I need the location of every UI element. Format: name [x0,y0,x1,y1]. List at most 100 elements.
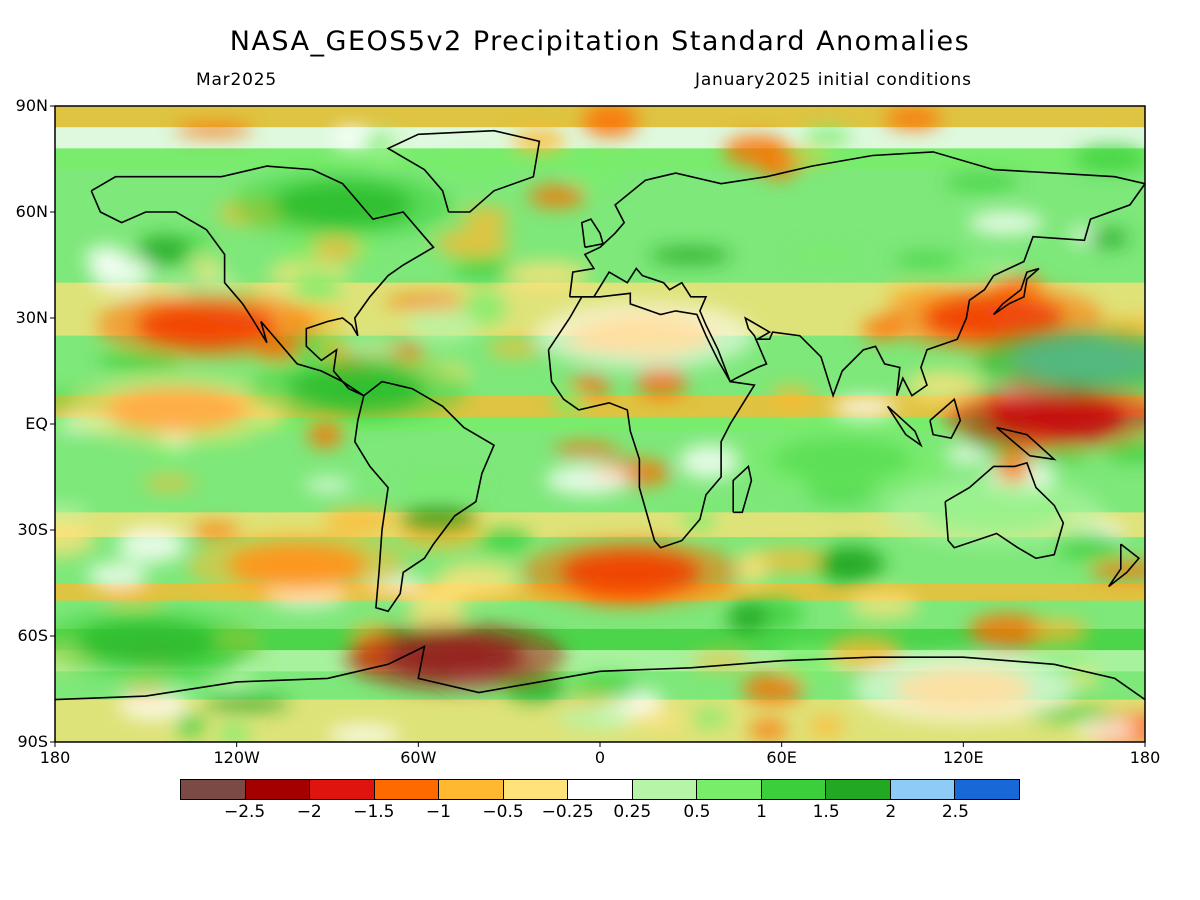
anomaly-cell [332,125,371,150]
colorbar-label: 2 [885,802,897,822]
anomaly-cell [575,675,639,698]
hudson-bay-wet-halo [232,170,453,239]
south-atlantic-dry-halo [520,538,741,607]
anomaly-cell [803,126,852,147]
lat-label: 30N [15,308,48,327]
anomaly-cell [304,478,353,492]
colorbar-swatch [826,780,891,799]
anomaly-cell [792,247,863,263]
anomaly-cell [527,185,586,208]
anomaly-cell [770,386,814,408]
anomaly-cell [103,590,162,604]
coastline-borneo [929,397,962,439]
anomaly-cell [885,107,942,130]
colorbar-label: −2 [296,802,322,822]
colorbar-label: −2.5 [223,802,266,822]
anomaly-cell [84,245,127,271]
anomaly-cell [735,551,769,585]
colorbar-label: 0.5 [683,802,711,822]
anomaly-cell [545,465,631,495]
anomaly-cell [944,173,1019,191]
anomaly-cell [1089,560,1145,580]
coastline-british-isles [580,218,605,249]
coastline-antarctica [55,645,1145,701]
indian-ocean-wet-halo [732,425,953,494]
anomaly-cell [1087,228,1129,248]
anomaly-cell [1077,721,1138,740]
coastline-north-america [90,165,435,397]
lon-label: 120E [943,748,984,767]
anomaly-cell [968,211,1044,235]
anomaly-cell [553,442,619,457]
equatorial-east-pacific-dry-halo [66,375,287,444]
anomaly-band [55,127,1145,149]
sahara-dry-halo [535,301,756,370]
anomaly-cell [323,508,396,533]
colorbar-label: 2.5 [941,802,969,822]
anomaly-cell [435,230,511,257]
coastline-australia [944,461,1065,560]
anomaly-cell [1074,144,1145,173]
lat-label: 60N [15,202,48,221]
colorbar-swatch [955,780,1019,799]
colorbar [180,779,1020,800]
anomaly-cell [55,504,90,519]
lat-label: EQ [25,414,48,433]
colorbar-label: 1.5 [812,802,840,822]
colorbar-swatch [310,780,375,799]
lat-label: 30S [17,520,48,539]
anomaly-cell [649,246,732,265]
colorbar-swatch [181,780,246,799]
anomaly-cell [487,339,543,356]
anomaly-cell [634,711,685,729]
anomaly-cell [748,720,788,740]
anomaly-cell [348,237,382,262]
south-pacific-dry-halo [187,531,408,600]
lat-label: 60S [17,626,48,645]
lon-label: 60W [400,748,437,767]
anomaly-cell [118,691,188,720]
anomaly-cell [551,387,586,417]
lon-label: 120W [213,748,260,767]
colorbar-label: −1 [425,802,451,822]
anomaly-cell [151,442,184,464]
colorbar-swatch [761,780,827,799]
drake-passage-dry-halo [344,623,565,692]
anomaly-cell [136,234,190,267]
anomaly-cell [122,686,169,699]
anomaly-cell [319,341,350,359]
anomaly-cell [1055,531,1124,561]
lat-label: 90S [17,732,48,751]
coastline-new-zealand [1108,543,1141,588]
lon-label: 180 [39,748,71,767]
anomaly-cell [203,696,291,712]
anomaly-cell [723,134,790,167]
anomaly-cell [403,475,484,493]
anomaly-cell [217,723,251,742]
anomaly-cell [158,275,245,295]
anomaly-cell [582,106,639,138]
lon-label: 180 [1129,748,1161,767]
anomaly-cell [174,123,253,138]
coastline-madagascar [732,464,753,514]
colorbar-swatch [632,780,698,799]
colorbar-label: 0.25 [613,802,652,822]
coastline-eurasia [568,151,1145,399]
anomaly-cell [191,523,240,538]
anomaly-field [55,106,1145,742]
anomaly-cell [476,528,533,553]
anomaly-cell [307,420,344,449]
colorbar-swatch [503,780,569,799]
chart-title: NASA_GEOS5v2 Precipitation Standard Anom… [229,26,971,57]
colorbar-label: −1.5 [353,802,395,822]
anomaly-cell [117,527,186,563]
anomaly-cell [385,295,467,309]
anomaly-cell [559,702,630,731]
anomaly-cell [192,258,222,277]
coastline-south-america [353,380,496,613]
anomaly-cell [827,636,902,670]
initial-conditions: January2025 initial conditions [695,70,972,90]
anomaly-cell [55,520,96,557]
anomaly-cell [995,450,1031,485]
colorbar-swatch [439,780,504,799]
